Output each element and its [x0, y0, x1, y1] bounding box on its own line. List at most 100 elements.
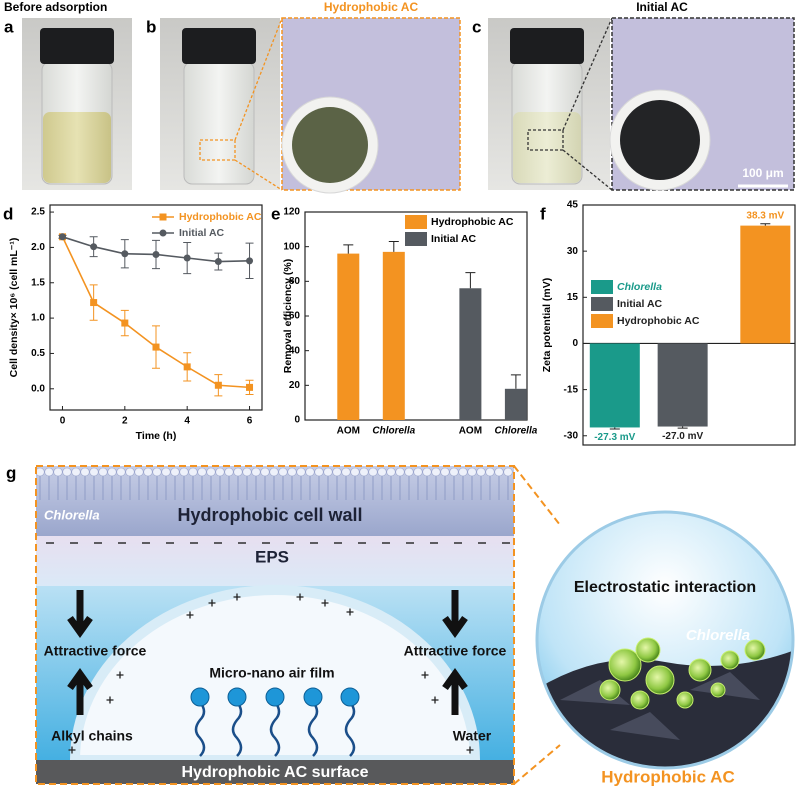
lipid-head: [143, 467, 153, 477]
cell-wall-label: Hydrophobic cell wall: [177, 505, 362, 525]
y-tick-label: 2.0: [31, 242, 45, 253]
marker: [214, 258, 222, 266]
legend-swatch: [591, 280, 613, 294]
value-label: -27.0 mV: [662, 431, 703, 442]
alga-cell: [710, 682, 726, 698]
error-bar: [343, 244, 354, 254]
y-tick-label: -15: [564, 384, 579, 395]
force-label: Attractive force: [404, 643, 507, 659]
marker: [246, 257, 254, 265]
lipid-head: [476, 467, 486, 477]
x-axis-label: Time (h): [136, 430, 177, 442]
vial-cap: [40, 28, 114, 64]
zoom-line: [562, 149, 613, 191]
bar: [504, 388, 527, 420]
zoom-view: [537, 512, 793, 768]
marker: [183, 363, 191, 371]
panel-label: e: [271, 204, 280, 223]
charge-plus: [321, 599, 329, 607]
charge-plus: [186, 611, 194, 619]
marker: [152, 250, 160, 258]
y-tick-label: 120: [283, 207, 300, 218]
y-tick-label: 60: [289, 311, 301, 322]
marker: [90, 243, 98, 251]
x-tick-label: Chlorella: [495, 426, 538, 437]
diagram: [35, 465, 795, 785]
vial-liquid: [513, 112, 581, 183]
y-axis-label: Removal efficiency (%): [282, 259, 294, 373]
y-tick-label: 40: [289, 345, 301, 356]
legend-label: Hydrophobic AC: [617, 315, 700, 327]
charge-plus: [116, 671, 124, 679]
lipid-head: [332, 467, 342, 477]
lipid-head: [125, 467, 135, 477]
y-tick-label: 30: [567, 246, 579, 257]
initial-ac-pellets: [620, 100, 700, 180]
ac-surface: [36, 760, 514, 784]
alkyl-chain: [269, 701, 281, 757]
lipid-head: [494, 467, 504, 477]
y-tick-label: 0: [572, 338, 578, 349]
y-tick-label: 15: [567, 292, 579, 303]
cell-wall-band: [36, 466, 514, 536]
lipid-head: [350, 467, 360, 477]
lipid-head: [413, 467, 423, 477]
arrow-down: [442, 590, 468, 639]
y-tick-label: 45: [567, 200, 579, 211]
error-bar: [609, 427, 620, 430]
legend-label: Initial AC: [179, 227, 225, 239]
vial-cap: [510, 28, 584, 64]
lipid-head: [287, 467, 297, 477]
lipid-head: [440, 467, 450, 477]
panel-label: g: [6, 463, 16, 482]
lipid-head: [314, 467, 324, 477]
lipid-head: [269, 467, 279, 477]
bar: [459, 288, 482, 420]
zoom-line: [562, 17, 613, 131]
chain-head: [190, 687, 210, 707]
lipid-head: [485, 467, 495, 477]
y-tick-label: 20: [289, 380, 301, 391]
panel-label: a: [4, 17, 14, 36]
y-tick-label: 0: [294, 415, 300, 426]
y-tick-label: 80: [289, 276, 301, 287]
marker: [121, 319, 129, 327]
lipid-head: [224, 467, 234, 477]
alga-cell: [630, 690, 650, 710]
bar: [382, 251, 405, 420]
alkyl-chain: [307, 701, 319, 757]
chain-head: [340, 687, 360, 707]
chain-head: [265, 687, 285, 707]
chains-label: Alkyl chains: [51, 728, 133, 744]
lipid-head: [278, 467, 288, 477]
lipid-head: [44, 467, 54, 477]
error-bar: [760, 223, 771, 226]
error-bar: [388, 240, 399, 252]
panel-title: Initial AC: [636, 0, 688, 14]
lipid-head: [206, 467, 216, 477]
charge-plus: [466, 746, 474, 754]
zoom-line: [234, 17, 283, 141]
marker: [121, 250, 129, 258]
lipid-head: [80, 467, 90, 477]
surface-label: Hydrophobic AC surface: [182, 764, 369, 781]
vial-liquid: [43, 112, 111, 183]
lipid-head: [161, 467, 171, 477]
lipid-head: [62, 467, 72, 477]
marker: [214, 381, 222, 389]
eps-label: EPS: [255, 547, 289, 566]
alkyl-chain: [194, 701, 206, 757]
hydrophobic-ac-pellets: [292, 107, 368, 183]
legend-label: Initial AC: [617, 298, 663, 310]
chain-head: [227, 687, 247, 707]
panel-title: Hydrophobic AC: [324, 0, 419, 14]
charge-plus: [421, 671, 429, 679]
lipid-head: [233, 467, 243, 477]
alga-cell: [645, 665, 675, 695]
alga-cell: [599, 679, 621, 701]
x-tick-label: 0: [60, 416, 66, 427]
plot-frame: [582, 204, 796, 446]
value-label: 38.3 mV: [746, 210, 784, 221]
lipid-head: [386, 467, 396, 477]
bar: [740, 225, 791, 344]
